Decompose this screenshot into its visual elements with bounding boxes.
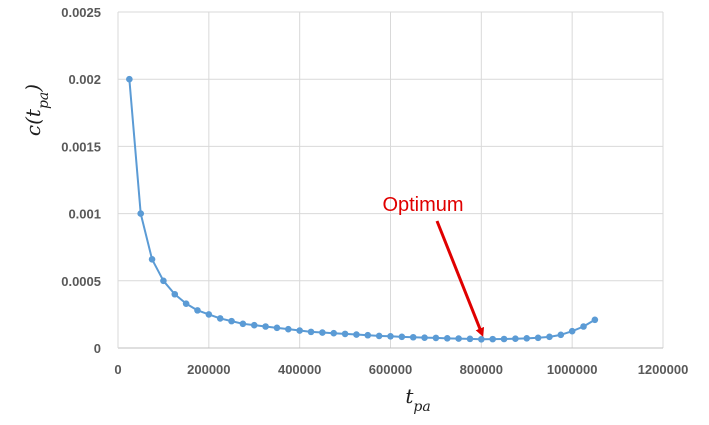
data-point [171,290,179,298]
data-point [239,320,247,328]
data-point [307,328,315,336]
gridlines [117,11,664,349]
axis-labels: 0 0.0005 0.001 0.0015 0.002 0.0025 0 200000 4000… [21,5,688,415]
data-point [228,317,235,325]
data-point [523,335,531,342]
data-point [296,327,303,334]
y-axis-title: c(tpa) [21,84,52,136]
data-point [455,335,462,342]
data-point [262,323,269,330]
data-point [216,315,224,322]
y-tick-label: 0.0015 [61,139,101,154]
data-point [137,210,145,217]
data-point [194,307,201,314]
data-point [443,335,451,342]
data-point [353,331,360,338]
data-point [409,333,417,341]
y-tick-label: 0.001 [68,207,101,222]
annotation-arrow [435,220,485,337]
data-point [160,277,167,285]
y-tick-label: 0 [94,341,101,356]
x-tick-label: 600000 [369,362,412,377]
x-tick-label: 800000 [460,362,503,377]
y-tick-label: 0.0005 [61,274,101,289]
data-point [285,325,292,333]
data-point [375,332,383,340]
data-point [341,330,349,338]
data-point [182,300,190,307]
data-point [364,331,372,339]
data-point [466,335,474,343]
data-point [546,333,553,341]
data-point [489,335,496,343]
axes [117,12,663,349]
data-point [591,316,599,324]
x-tick-label: 1200000 [638,362,689,377]
data-point [512,335,519,343]
x-tick-label: 1000000 [547,362,598,377]
x-tick-label: 200000 [187,362,230,377]
data-point [205,311,213,318]
annotation: Optimum [382,194,485,337]
data-point [421,334,428,341]
data-point [534,334,542,342]
data-point [148,255,156,263]
data-series [126,75,599,343]
x-tick-label: 0 [114,362,121,377]
data-point [478,335,485,343]
annotation-label: Optimum [382,194,463,216]
x-tick-label: 400000 [278,362,321,377]
data-point [250,321,258,329]
data-point [500,335,508,343]
data-point [432,334,440,342]
data-point [126,75,133,83]
y-tick-label: 0.002 [68,72,101,87]
data-point [319,329,326,336]
data-point [568,327,576,335]
data-point [330,329,338,337]
x-axis-title: tpa [405,384,430,415]
data-point [580,323,587,330]
series-line [128,79,596,341]
y-tick-label: 0.0025 [61,5,101,20]
data-point [398,333,406,341]
data-point [273,324,281,332]
data-point [387,333,394,340]
data-point [557,331,565,339]
